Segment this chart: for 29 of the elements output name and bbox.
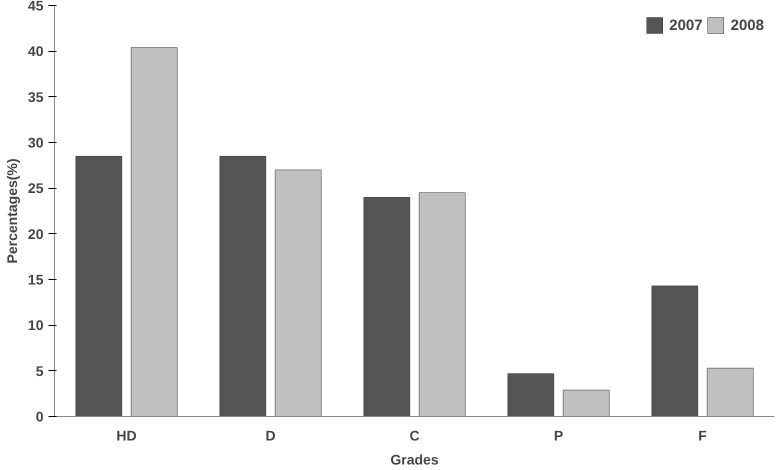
y-tick-label: 20 <box>28 226 44 242</box>
bar <box>706 368 754 416</box>
y-tick-label: 25 <box>28 180 44 196</box>
x-axis-title: Grades <box>390 452 439 468</box>
legend-label: 2008 <box>730 16 764 34</box>
bar <box>76 156 122 416</box>
bar <box>274 170 322 416</box>
bar <box>364 197 410 416</box>
bar <box>562 390 610 416</box>
x-tick-label: D <box>265 428 276 444</box>
x-tick-label: C <box>409 428 420 444</box>
y-axis-title: Percentages(%) <box>4 158 20 264</box>
y-tick-label: 45 <box>28 0 44 14</box>
bar <box>508 373 554 416</box>
bar <box>220 156 266 416</box>
y-tick-label: 30 <box>28 134 44 150</box>
y-tick-label: 15 <box>28 272 44 288</box>
x-tick-label: F <box>698 428 708 444</box>
x-tick-label: P <box>554 428 564 444</box>
legend-label: 2007 <box>669 16 703 34</box>
y-tick-label: 0 <box>36 408 44 424</box>
y-tick-label: 35 <box>28 88 44 105</box>
y-tick-label: 5 <box>36 362 44 379</box>
y-tick-label: 10 <box>28 317 44 334</box>
bar <box>130 47 178 416</box>
bar <box>652 286 698 416</box>
x-tick-label: HD <box>116 428 137 444</box>
bar <box>418 192 466 416</box>
y-tick-label: 40 <box>28 43 44 60</box>
